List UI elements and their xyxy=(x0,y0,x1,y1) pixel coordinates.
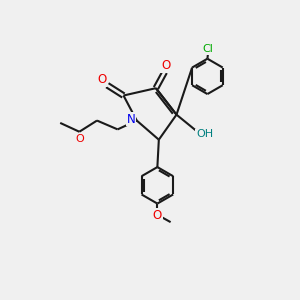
Text: O: O xyxy=(161,59,170,72)
Text: O: O xyxy=(153,209,162,222)
Text: OH: OH xyxy=(196,129,213,140)
Text: Cl: Cl xyxy=(203,44,214,54)
Text: O: O xyxy=(76,134,84,144)
Text: N: N xyxy=(127,112,135,126)
Text: O: O xyxy=(98,74,106,86)
